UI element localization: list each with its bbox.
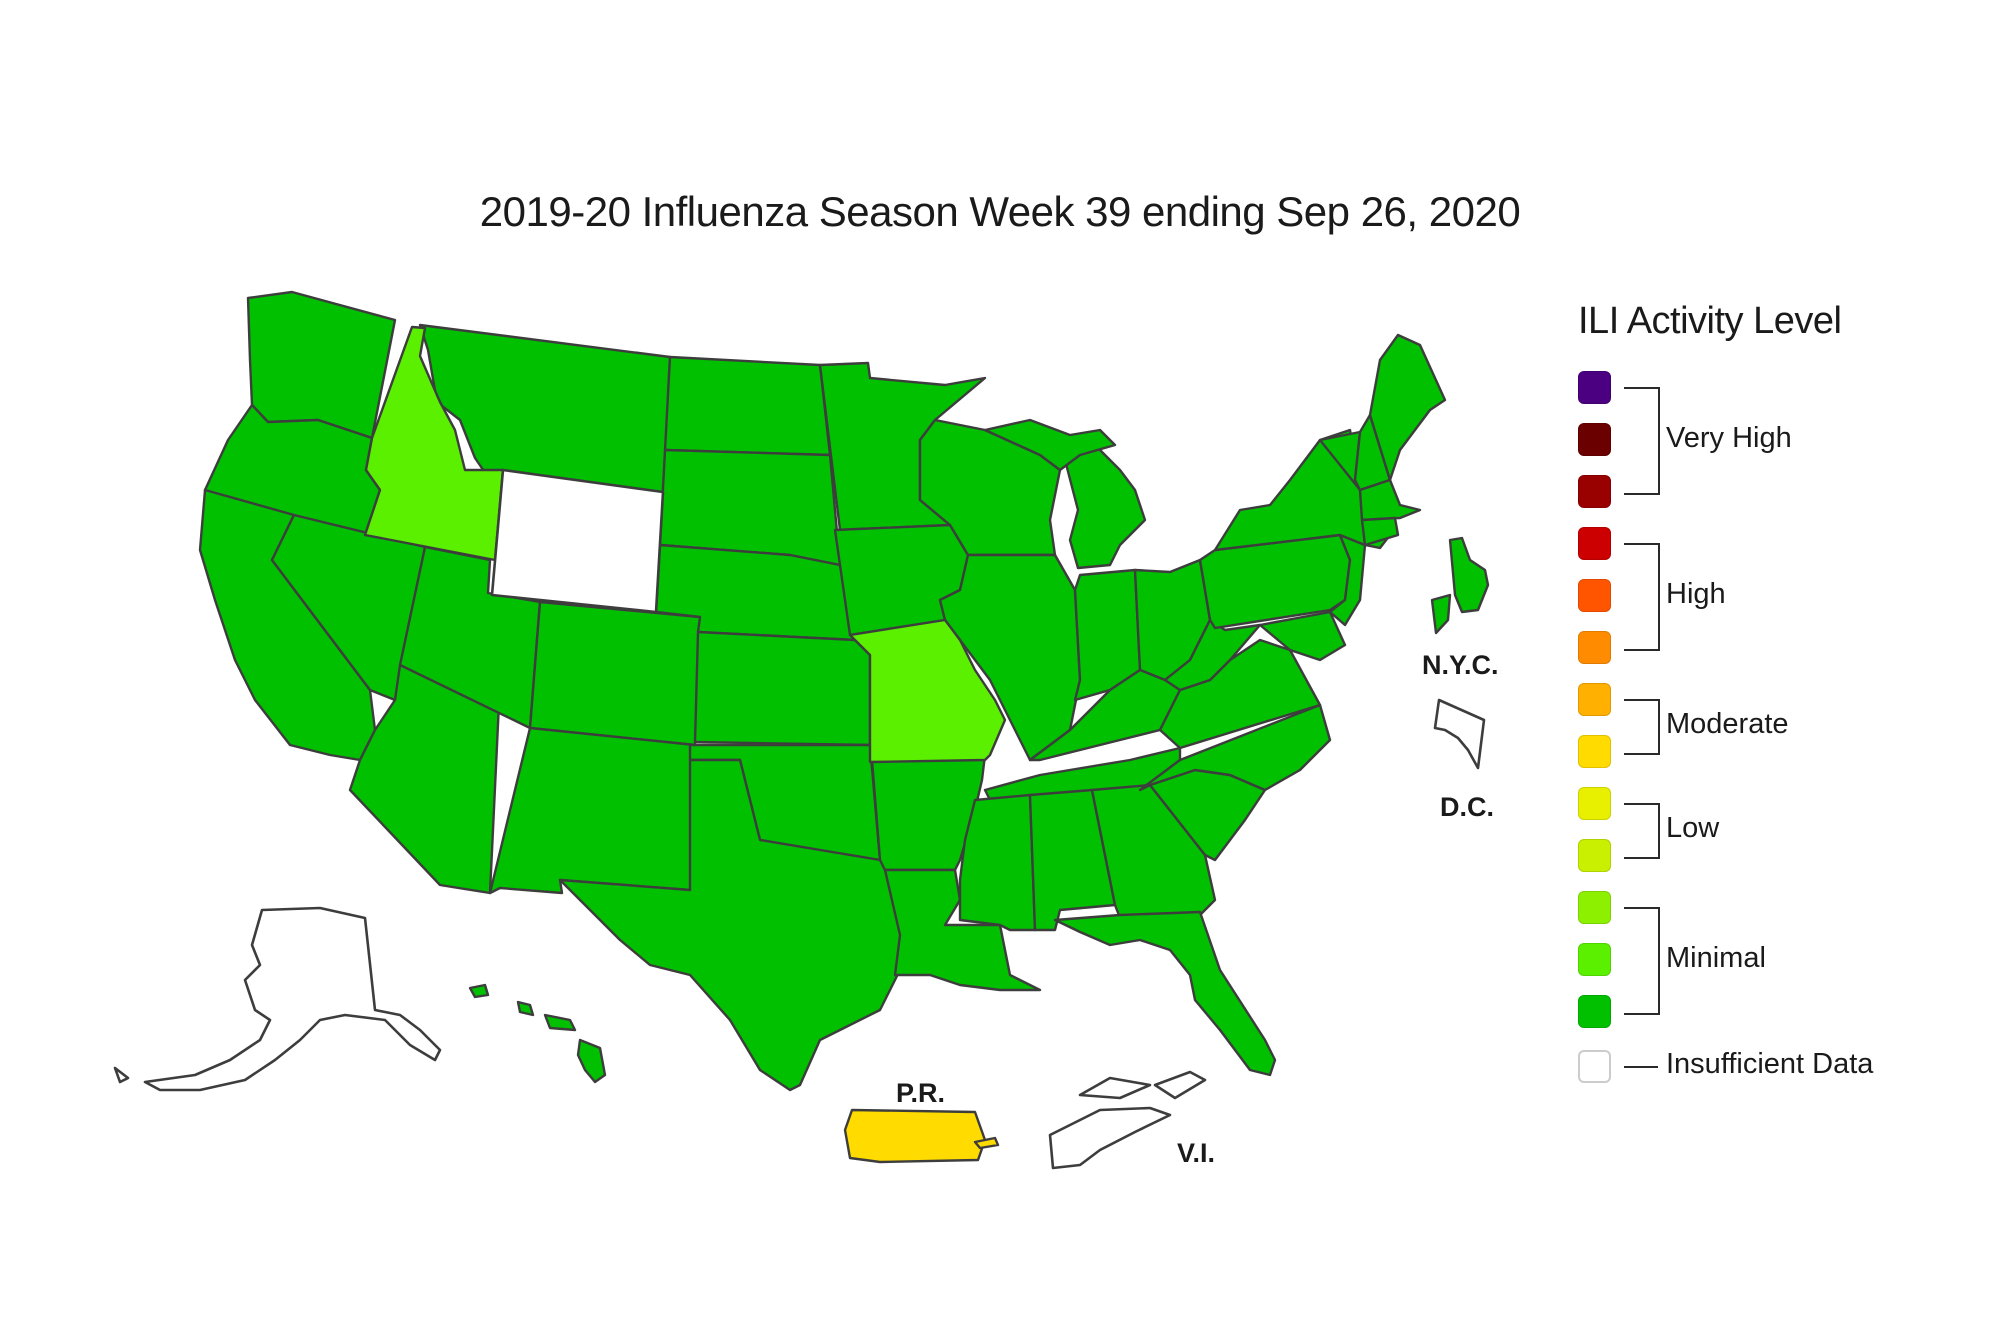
state-washington bbox=[246, 290, 397, 440]
state-connecticut bbox=[1360, 516, 1400, 547]
dc-label: D.C. bbox=[1440, 792, 1494, 822]
group-label-moderate: Moderate bbox=[1666, 708, 1789, 740]
state-arkansas bbox=[870, 753, 987, 872]
bracket-low bbox=[1624, 803, 1660, 859]
state-wyoming bbox=[490, 468, 665, 614]
state-colorado bbox=[528, 600, 702, 747]
swatch-level-5 bbox=[1578, 787, 1611, 820]
alaska-island-1 bbox=[113, 1066, 130, 1084]
state-west-virginia bbox=[1163, 618, 1262, 692]
map-title: 2019-20 Influenza Season Week 39 ending … bbox=[479, 188, 1521, 235]
pr-label: P.R. bbox=[896, 1078, 946, 1108]
legend: ILI Activity Level Very High High Modera… bbox=[1578, 300, 1998, 1083]
swatch-level-1 bbox=[1578, 995, 1611, 1028]
swatch-level-10 bbox=[1578, 527, 1611, 560]
state-texas bbox=[558, 758, 907, 1092]
swatch-level-11 bbox=[1578, 475, 1611, 508]
dash-insufficient bbox=[1624, 1066, 1658, 1068]
state-florida bbox=[1053, 910, 1277, 1077]
vi-island-3 bbox=[1153, 1070, 1207, 1100]
state-maryland bbox=[1258, 610, 1347, 662]
state-new-mexico bbox=[488, 726, 697, 895]
bracket-high bbox=[1624, 543, 1660, 651]
state-michigan-upper bbox=[983, 418, 1117, 472]
group-label-high: High bbox=[1666, 578, 1726, 610]
state-hawaii bbox=[468, 983, 607, 1084]
state-north-dakota bbox=[663, 355, 832, 457]
state-kansas bbox=[693, 630, 872, 747]
swatch-level-13 bbox=[1578, 371, 1611, 404]
swatch-level-2 bbox=[1578, 943, 1611, 976]
state-missouri bbox=[848, 618, 1007, 764]
state-new-jersey bbox=[1328, 533, 1367, 627]
state-michigan bbox=[1063, 443, 1147, 570]
territory-puerto-rico bbox=[843, 1108, 987, 1164]
state-alaska bbox=[143, 906, 442, 1092]
bracket-very-high bbox=[1624, 387, 1660, 495]
state-north-carolina bbox=[1138, 703, 1332, 792]
swatch-level-4 bbox=[1578, 839, 1611, 872]
pr-island bbox=[973, 1136, 1000, 1150]
group-label-low: Low bbox=[1666, 812, 1720, 844]
swatch-level-12 bbox=[1578, 423, 1611, 456]
dc-inset bbox=[1433, 698, 1486, 770]
swatch-level-7 bbox=[1578, 683, 1611, 716]
swatch-insufficient-data bbox=[1578, 1050, 1611, 1083]
group-label-insufficient-data: Insufficient Data bbox=[1666, 1048, 1874, 1080]
state-maine bbox=[1368, 333, 1447, 482]
swatch-level-6 bbox=[1578, 735, 1611, 768]
vi-island-2 bbox=[1078, 1076, 1152, 1100]
vi-label: V.I. bbox=[1177, 1138, 1216, 1168]
swatch-level-8 bbox=[1578, 631, 1611, 664]
nyc-label: N.Y.C. bbox=[1422, 650, 1499, 680]
state-mississippi bbox=[958, 793, 1037, 932]
group-label-very-high: Very High bbox=[1666, 422, 1792, 454]
bracket-minimal bbox=[1624, 907, 1660, 1015]
group-label-minimal: Minimal bbox=[1666, 942, 1766, 974]
nyc-inset bbox=[1430, 536, 1490, 635]
legend-title: ILI Activity Level bbox=[1578, 300, 1842, 342]
state-new-york bbox=[1213, 428, 1367, 552]
bracket-moderate bbox=[1624, 699, 1660, 755]
swatch-level-3 bbox=[1578, 891, 1611, 924]
state-massachusetts bbox=[1358, 478, 1422, 522]
swatch-level-9 bbox=[1578, 579, 1611, 612]
territory-virgin-islands bbox=[1048, 1106, 1172, 1170]
